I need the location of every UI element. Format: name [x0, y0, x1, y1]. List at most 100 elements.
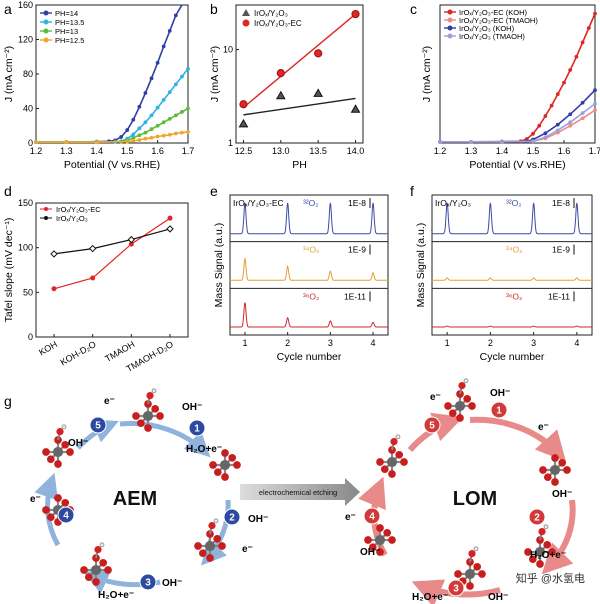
- aem-molecule-3-oxygen: [206, 554, 214, 562]
- panel-b-xlabel: PH: [292, 159, 307, 171]
- aem-e-2: e⁻: [242, 544, 253, 555]
- lom-e-4: e⁻: [345, 512, 356, 523]
- lom-molecule-3-ads-oxygen: [538, 528, 546, 536]
- panel-c-legend-marker: [447, 9, 453, 15]
- aem-molecule-1-oxygen: [136, 419, 145, 428]
- panel-b-legend-label: IrOₓ/Y₂O₃: [254, 9, 288, 18]
- lom-molecule-2-oxygen: [551, 454, 559, 462]
- aem-molecule-3-oxygen: [194, 542, 202, 550]
- lom-molecule-4: [454, 546, 486, 590]
- panel-a-xlabel: Potential (V vs.RHE): [64, 159, 160, 171]
- panel-label-f: f: [410, 183, 414, 199]
- aem-e-4: e⁻: [30, 494, 41, 505]
- panel-a-point: [161, 97, 166, 102]
- panel-e-row-label: ³⁴O₂: [303, 245, 319, 255]
- aem-step-1: [188, 419, 206, 437]
- lom-molecule-4-ads-hydrogen: [473, 546, 479, 552]
- aem-molecule-6-oxygen: [42, 448, 50, 456]
- panel-b-point: [239, 100, 248, 109]
- panel-a-point: [131, 132, 136, 137]
- aem-molecule-4-oxygen: [92, 578, 100, 586]
- aem-oh-5: OH⁻: [68, 438, 88, 449]
- panel-label-b: b: [210, 1, 218, 17]
- aem-molecule-3-oxygen: [198, 549, 207, 558]
- aem-molecule-4-oxygen: [80, 566, 88, 574]
- panel-a-point: [131, 117, 136, 122]
- aem-molecule-1: [132, 388, 164, 432]
- panel-c-chart: 1.2 1.3 1.4 1.5 1.6 1.7 Potential (V vs.RHE) J …: [421, 4, 600, 171]
- aem-e-5: e⁻: [104, 396, 115, 407]
- panel-b-chart: 12.5 13.0 13.5 14.0 1 10 PH J (mA cm⁻²) IrOₓ/Y₂O…: [209, 4, 364, 171]
- panel-c-point: [543, 131, 548, 136]
- lom-h2o-e-2: H₂O+e⁻: [530, 550, 566, 561]
- panel-c-point: [543, 135, 548, 140]
- panel-e-row-scale: 1E-9: [348, 245, 366, 255]
- lom-h2o-e-3: H₂O+e⁻: [412, 592, 448, 603]
- lom-molecule-2-oxygen: [563, 466, 571, 474]
- etching-arrow: [240, 478, 360, 506]
- panel-e-trace-3: [230, 302, 388, 328]
- lom-step-2-label: 2: [534, 513, 540, 524]
- aem-molecule-4-ads-hydrogen: [99, 542, 105, 548]
- lom-molecule-6-oxygen: [376, 458, 384, 466]
- aem-arrow-5: [76, 419, 119, 450]
- panel-e-frame: [229, 194, 389, 336]
- panel-d-ytick-label: 100: [18, 243, 33, 253]
- panel-a-point: [125, 139, 130, 144]
- panel-a-point: [143, 91, 148, 95]
- panel-c-point: [580, 116, 585, 121]
- lom-molecule-3-oxygen: [536, 560, 544, 568]
- panel-f-ylabel: Mass Signal (a.u.): [415, 223, 427, 308]
- lom-molecule-6-ads-hydrogen: [395, 434, 401, 440]
- panel-b-point: [276, 69, 285, 78]
- panel-a-ytick-label: 80: [23, 69, 33, 79]
- panel-c-xtick-label: 1.5: [527, 146, 540, 156]
- panel-a-point: [180, 74, 184, 79]
- lom-molecule-5: [364, 524, 396, 556]
- aem-molecule-6-oxygen: [66, 448, 74, 456]
- panel-a-point: [149, 127, 154, 132]
- lom-molecule-5-iridium: [374, 534, 386, 546]
- panel-b-xtick-label: 13.5: [309, 146, 327, 156]
- panel-a-xtick-label: 1.4: [91, 146, 104, 156]
- panel-d-legend-label: IrOₓ/Y₂O₃-EC: [56, 205, 101, 214]
- panel-a-point: [119, 135, 124, 139]
- panel-a-ylabel: J (mA cm⁻²): [3, 46, 15, 102]
- panel-a-point: [64, 140, 69, 145]
- aem-oh-1: OH⁻: [182, 402, 202, 413]
- panel-a-point: [161, 44, 166, 49]
- aem-molecule-2-oxygen: [221, 473, 229, 481]
- panel-c-point: [568, 120, 573, 125]
- aem-molecule-6-oxygen: [61, 440, 70, 449]
- panel-c-point: [500, 139, 504, 144]
- lom-molecule-6-oxygen: [380, 465, 389, 474]
- lom-cycle: LOM: [358, 412, 576, 604]
- lom-molecule-2: [539, 454, 571, 486]
- panel-f-xtick-label: 2: [488, 338, 493, 348]
- panel-a-point: [173, 113, 178, 118]
- panel-a-chart: 1.2 1.3 1.4 1.5 1.6 1.7 0 40 80 120 160 Potential (…: [3, 0, 194, 171]
- panel-a-legend-marker: [43, 37, 49, 43]
- aem-oh-3: OH⁻: [162, 578, 182, 589]
- panel-c-xtick-label: 1.6: [558, 146, 571, 156]
- panel-a-legend-marker: [43, 28, 49, 34]
- panel-a-series-line-3: [36, 107, 189, 143]
- lom-molecule-1-oxygen: [448, 409, 457, 418]
- panel-c-xtick-label: 1.2: [434, 146, 447, 156]
- panel-f-row-label: ³⁶O₂: [506, 291, 522, 301]
- panel-a-point: [167, 28, 172, 33]
- lom-molecule-1-ads-hydrogen: [463, 378, 469, 384]
- panel-d-xtick-label: KOH-D₂O: [58, 339, 97, 367]
- lom-molecule-3-oxygen: [543, 540, 552, 549]
- panel-a-point: [34, 140, 38, 145]
- panel-c-point: [469, 139, 473, 144]
- panel-a-point: [186, 106, 190, 111]
- lom-molecule-3-oxygen: [528, 555, 537, 564]
- aem-molecule-6-iridium: [52, 446, 64, 458]
- aem-oh-2: OH⁻: [248, 514, 268, 525]
- panel-f-chart: 1 2 3 4 Cycle number Mass Signal (a.u.) ³²O₂ 1E…: [415, 194, 593, 363]
- panel-a-xtick-label: 1.6: [151, 146, 164, 156]
- aem-molecule-2-oxygen: [233, 461, 241, 469]
- panel-a-point: [143, 130, 148, 135]
- lom-step-1: [490, 401, 508, 419]
